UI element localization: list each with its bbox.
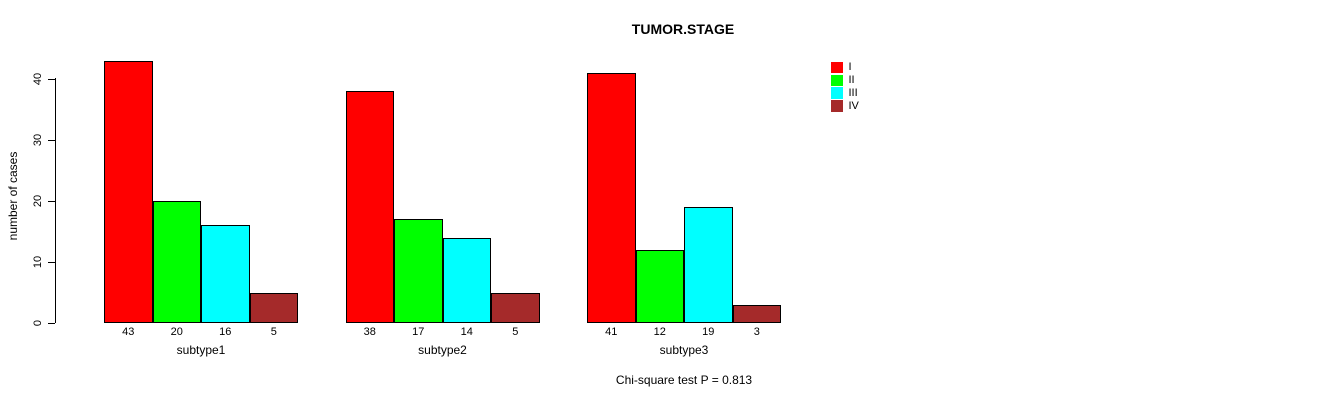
bar — [491, 292, 540, 323]
bar-value-label: 5 — [270, 326, 277, 338]
bar — [345, 91, 394, 323]
legend-swatch — [831, 61, 843, 74]
group-label: subtype1 — [176, 343, 226, 357]
legend-label: I — [848, 61, 852, 74]
legend-row: IV — [831, 100, 859, 113]
legend-row: II — [831, 74, 859, 87]
y-tick — [48, 322, 55, 324]
y-tick — [48, 78, 55, 80]
legend-label: IV — [848, 100, 859, 113]
y-tick — [48, 261, 55, 263]
y-tick — [48, 200, 55, 202]
legend-swatch — [831, 100, 843, 112]
legend-row: III — [831, 87, 859, 100]
bar — [152, 201, 201, 323]
bar — [732, 304, 781, 323]
bar-value-label: 3 — [753, 326, 760, 338]
bar-value-label: 43 — [122, 326, 135, 338]
bar-value-label: 41 — [605, 326, 618, 338]
bar-value-label: 20 — [170, 326, 183, 338]
y-tick-label: 0 — [32, 319, 44, 327]
chart-title: TUMOR.STAGE — [631, 21, 735, 37]
legend-label: II — [848, 74, 855, 87]
y-tick — [48, 139, 55, 141]
bar-value-label: 19 — [702, 326, 715, 338]
bar — [635, 249, 684, 323]
y-tick-label: 40 — [32, 72, 44, 86]
bar — [684, 207, 733, 323]
y-axis-line — [55, 78, 56, 323]
y-tick-label: 10 — [32, 255, 44, 269]
bar — [249, 292, 298, 323]
group-label: subtype2 — [418, 343, 467, 357]
bar — [201, 225, 250, 323]
group-label: subtype3 — [659, 343, 709, 357]
legend-swatch — [831, 74, 843, 87]
bar-value-label: 17 — [412, 326, 425, 338]
bar-value-label: 12 — [653, 326, 666, 338]
y-tick-label: 30 — [32, 133, 44, 147]
legend-swatch — [831, 87, 843, 99]
bar-value-label: 5 — [512, 326, 519, 338]
bar — [104, 60, 153, 323]
bar — [394, 219, 443, 323]
bar-value-label: 16 — [219, 326, 232, 338]
legend: I II III IV — [831, 61, 859, 113]
bar — [587, 72, 636, 323]
annotation-text: Chi-square test P = 0.813 — [615, 373, 753, 387]
legend-label: III — [848, 87, 858, 100]
bar-value-label: 14 — [460, 326, 473, 338]
y-tick-label: 20 — [32, 194, 44, 208]
y-axis-label: number of cases — [6, 151, 20, 241]
legend-row: I — [831, 61, 859, 74]
bar-value-label: 38 — [363, 326, 376, 338]
bar — [442, 237, 491, 323]
